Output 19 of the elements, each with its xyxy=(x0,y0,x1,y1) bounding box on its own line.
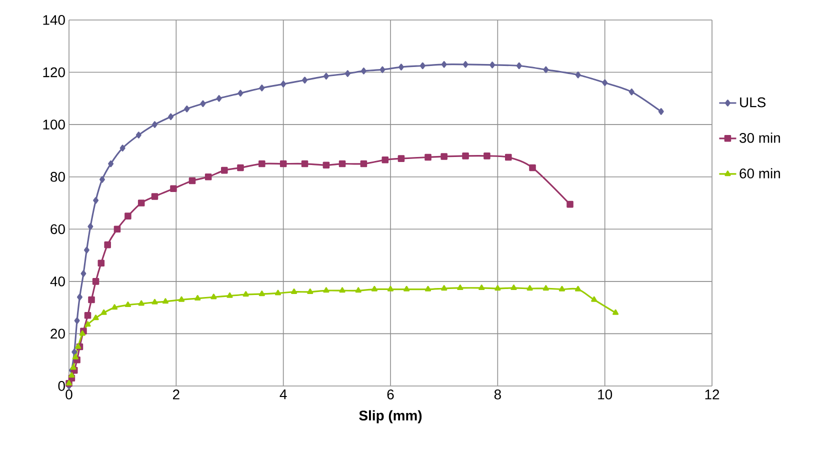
x-tick-label: 8 xyxy=(494,390,501,400)
legend-label: 60 min xyxy=(740,168,780,178)
y-tick-label: 20 xyxy=(50,328,65,339)
x-tick-label: 10 xyxy=(598,390,612,400)
x-tick-label: 0 xyxy=(66,390,72,400)
y-tick-label: 100 xyxy=(43,120,65,130)
y-tick-label: 120 xyxy=(43,67,65,78)
legend-label: ULS xyxy=(740,97,766,108)
x-tick-label: 2 xyxy=(172,390,180,400)
y-tick-label: 40 xyxy=(50,276,65,286)
y-tick-label: 140 xyxy=(43,15,65,25)
x-tick-label: 6 xyxy=(387,390,394,400)
x-axis-title: Slip (mm) xyxy=(359,410,422,424)
x-tick-label: 12 xyxy=(705,390,720,400)
x-tick-label: 4 xyxy=(280,390,287,400)
legend-label: 30 min xyxy=(740,132,780,143)
y-tick-label: 60 xyxy=(50,224,65,234)
y-tick-label: 80 xyxy=(50,172,65,182)
y-tick-label: 0 xyxy=(58,381,65,391)
